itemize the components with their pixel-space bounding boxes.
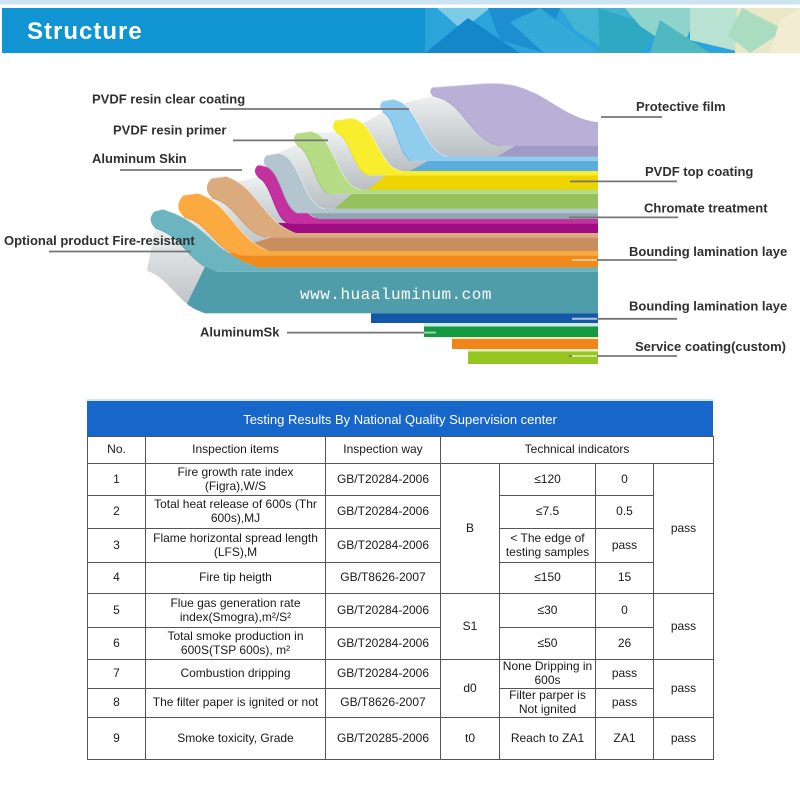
svg-text:PVDF resin primer: PVDF resin primer [113, 123, 226, 138]
svg-text:Aluminum Skin: Aluminum Skin [92, 151, 187, 166]
svg-text:Optional product Fire-resistan: Optional product Fire-resistant [4, 233, 195, 248]
svg-text:Protective film: Protective film [636, 99, 726, 114]
svg-text:Bounding lamination laye: Bounding lamination laye [629, 299, 787, 314]
svg-text:www.huaaluminum.com: www.huaaluminum.com [300, 286, 492, 304]
svg-text:AluminumSk: AluminumSk [200, 325, 280, 340]
svg-text:Structure: Structure [27, 18, 143, 45]
svg-text:Service coating(custom): Service coating(custom) [635, 339, 786, 354]
svg-text:PVDF top coating: PVDF top coating [645, 164, 753, 179]
svg-text:Chromate treatment: Chromate treatment [644, 201, 768, 216]
svg-text:Bounding lamination laye: Bounding lamination laye [629, 244, 787, 259]
svg-text:PVDF resin clear coating: PVDF resin clear coating [92, 92, 245, 107]
